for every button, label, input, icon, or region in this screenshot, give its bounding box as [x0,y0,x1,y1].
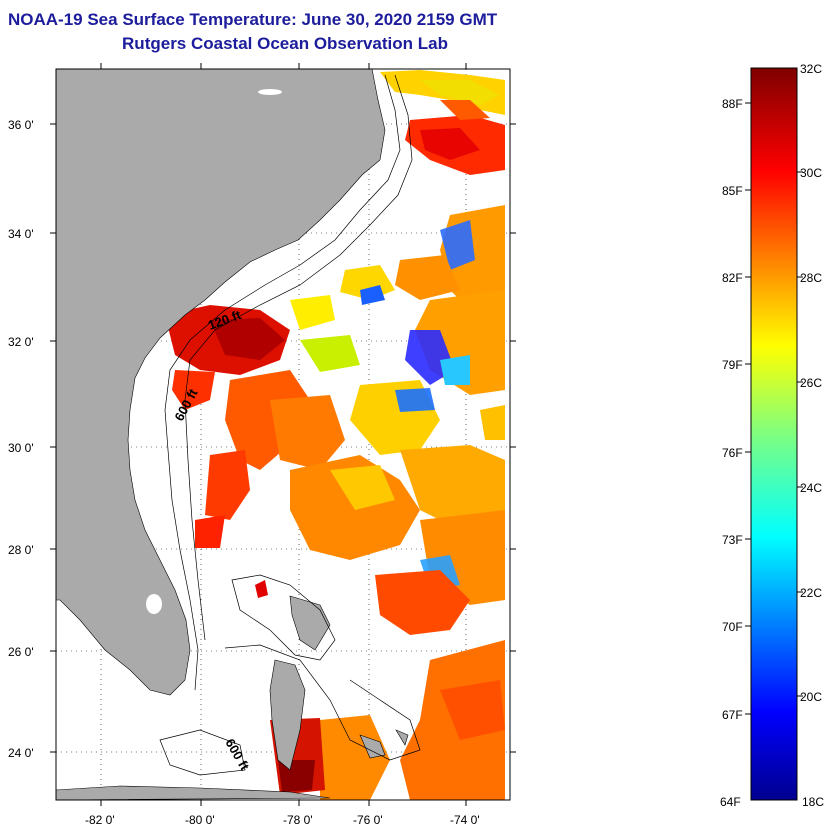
sst-data-layer [165,70,505,800]
colorbar-f-label: 82F [722,271,743,285]
lat-tick-label: 28 0' [8,543,34,557]
lake-okeechobee [146,594,162,614]
colorbar-f-label: 73F [722,533,743,547]
colorbar-f-label: 88F [722,97,743,111]
colorbar-f-label: 67F [722,708,743,722]
land-mask [56,69,409,800]
lon-tick-label: -78 0' [283,813,313,827]
lat-tick-label: 30 0' [8,441,34,455]
colorbar-c-label: 30C [800,166,822,180]
lon-tick-label: -80 0' [185,813,215,827]
colorbar-f-label: 76F [722,446,743,460]
colorbar-ticks [745,102,803,715]
lat-tick-label: 26 0' [8,645,34,659]
colorbar-c-label: 20C [800,690,822,704]
lon-tick-label: -76 0' [353,813,383,827]
lat-tick-label: 34 0' [8,227,34,241]
map-border [55,68,511,801]
colorbar-c-label: 32C [800,62,822,76]
colorbar-f-label: 70F [722,620,743,634]
lat-tick-label: 24 0' [8,746,34,760]
lat-tick-label: 36 0' [8,118,34,132]
colorbar-f-label: 79F [722,358,743,372]
lon-tick-label: -82 0' [85,813,115,827]
map-title: NOAA-19 Sea Surface Temperature: June 30… [8,10,498,29]
colorbar-c-label: 24C [800,481,822,495]
colorbar-c-label: 22C [800,586,822,600]
isobath-lines [159,74,421,776]
lat-tick-label: 32 0' [8,335,34,349]
colorbar-f-label: 85F [722,184,743,198]
colorbar [750,67,798,801]
colorbar-c-label: 26C [800,376,822,390]
map-subtitle: Rutgers Coastal Ocean Observation Lab [122,34,448,53]
colorbar-f-label: 64F [720,795,741,809]
axis-ticks [50,63,516,806]
colorbar-c-label: 28C [800,271,822,285]
lon-tick-label: -74 0' [450,813,480,827]
colorbar-c-label: 18C [802,795,824,809]
inland-water [258,89,282,95]
